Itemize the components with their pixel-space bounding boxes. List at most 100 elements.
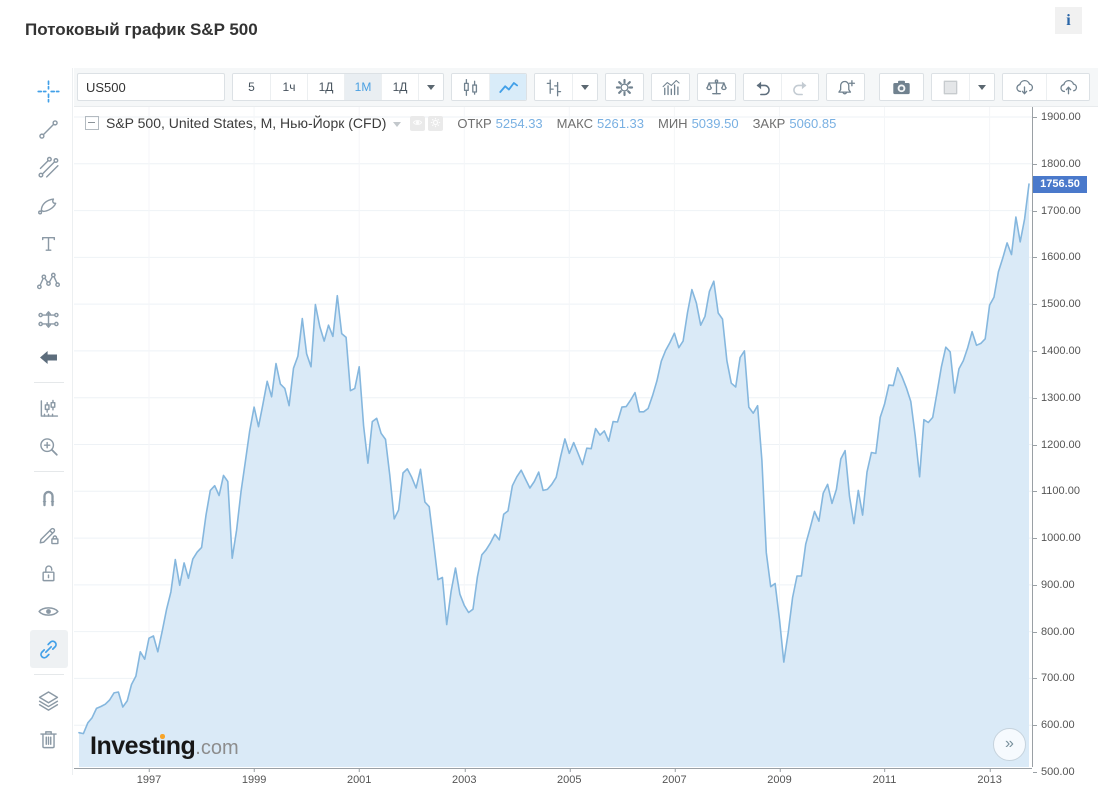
lock-all-tool-button[interactable]: [30, 554, 68, 592]
magnet-tool-button[interactable]: [30, 478, 68, 516]
interval-button-1ч[interactable]: 1ч: [270, 74, 307, 100]
price-axis-label: 1600.00: [1033, 251, 1081, 264]
sync-drawings-tool-button[interactable]: [29, 630, 68, 668]
toolbar-button-group: [743, 73, 819, 101]
ohlc-bars-icon: [542, 76, 565, 99]
ohlc-value: 5039.50: [691, 115, 739, 131]
gann-fibonacci-tool-button[interactable]: [30, 148, 68, 186]
caret-down-icon: [975, 80, 989, 94]
compare-button[interactable]: [698, 74, 735, 100]
caret-down-icon: [424, 80, 438, 94]
price-axis-label: 1400.00: [1033, 344, 1081, 357]
camera-button[interactable]: [880, 74, 923, 100]
text-tool-tool-button[interactable]: [30, 224, 68, 262]
redo-button[interactable]: [781, 74, 818, 100]
brush-tool-button[interactable]: [30, 186, 68, 224]
layout-icon: [939, 76, 962, 99]
hide-drawings-icon: [36, 599, 61, 624]
brush-icon: [36, 193, 61, 218]
ohlc-label: МАКС: [556, 115, 593, 131]
time-axis[interactable]: 1997 1999 2001 2003 2005 2007 2009 2011 2013: [74, 768, 1032, 793]
legend-visibility-button[interactable]: [410, 115, 426, 131]
object-tree-tool-button[interactable]: [30, 681, 68, 719]
undo-button[interactable]: [744, 74, 781, 100]
xabcd-pattern-tool-button[interactable]: [30, 262, 68, 300]
double-chevron-right-icon: »: [1005, 734, 1014, 752]
candlesticks-button[interactable]: [452, 74, 489, 100]
page-title: Потоковый график S&P 500: [25, 20, 258, 40]
eye-icon: [412, 116, 423, 131]
delete-all-icon: [36, 726, 61, 751]
gann-fibonacci-icon: [36, 155, 61, 180]
indicators-button[interactable]: [652, 74, 689, 100]
layout-button[interactable]: [932, 74, 969, 100]
price-axis-label: 500.00: [1033, 766, 1075, 778]
toolbar-button-group: [605, 73, 644, 101]
dropdown-caret-button[interactable]: [572, 74, 597, 100]
cloud-download-icon: [1013, 76, 1036, 99]
lock-all-icon: [36, 561, 61, 586]
symbol-input[interactable]: [77, 73, 225, 101]
crosshair-tool-button[interactable]: [30, 72, 68, 110]
chevron-down-icon[interactable]: [393, 121, 402, 127]
measure-icon: [36, 396, 61, 421]
ohlc-label: ОТКР: [457, 115, 492, 131]
hide-drawings-tool-button[interactable]: [30, 592, 68, 630]
time-axis-label: 2013: [977, 768, 1002, 786]
time-axis-label: 2011: [872, 768, 897, 786]
draw-lock-tool-button[interactable]: [30, 516, 68, 554]
settings-gear-button[interactable]: [606, 74, 643, 100]
ohlc-value: 5261.33: [597, 115, 644, 131]
sync-drawings-icon: [36, 637, 61, 662]
toolbar-button-group: [931, 73, 995, 101]
price-axis[interactable]: 1756.50 500.00 600.00 700.00 800.00 900.00 10…: [1032, 107, 1098, 778]
price-axis-label: 1900.00: [1033, 111, 1081, 123]
delete-all-tool-button[interactable]: [30, 719, 68, 757]
price-axis-label: 1300.00: [1033, 391, 1081, 404]
toolbar-button-group: [697, 73, 736, 101]
camera-icon: [890, 76, 913, 99]
legend-collapse-icon[interactable]: [85, 116, 99, 130]
toolbar-button-group: [451, 73, 527, 101]
info-icon: i: [1066, 11, 1071, 29]
text-tool-icon: [36, 231, 61, 256]
price-axis-label: 1000.00: [1033, 532, 1081, 545]
interval-button-1Д[interactable]: 1Д: [307, 74, 344, 100]
measure-tool-button[interactable]: [30, 389, 68, 427]
chart-pane[interactable]: S&P 500, United States, M, Нью-Йорк (CFD…: [74, 107, 1032, 767]
price-axis-label: 700.00: [1033, 672, 1075, 685]
collapse-arrow-tool-button[interactable]: [30, 338, 68, 376]
interval-button-5[interactable]: 5: [233, 74, 270, 100]
ohlc-label: ЗАКР: [752, 115, 786, 131]
settings-gear-icon: [613, 76, 636, 99]
zoom-in-tool-button[interactable]: [30, 427, 68, 465]
trend-line-tool-button[interactable]: [30, 110, 68, 148]
info-button[interactable]: i: [1055, 7, 1082, 34]
interval-button-1Д[interactable]: 1Д: [381, 74, 418, 100]
interval-button-1M[interactable]: 1M: [344, 74, 381, 100]
interval-button-group: 5 1ч 1Д 1M 1Д: [232, 73, 444, 101]
area-chart-button[interactable]: [489, 74, 526, 100]
candlesticks-icon: [459, 76, 482, 99]
alert-bell-button[interactable]: [827, 74, 864, 100]
legend-settings-button[interactable]: [428, 115, 444, 131]
legend-symbol-text[interactable]: S&P 500, United States, M, Нью-Йорк (CFD…: [106, 115, 387, 131]
cloud-upload-button[interactable]: [1046, 74, 1089, 100]
price-axis-label: 1700.00: [1033, 204, 1081, 217]
collapse-arrow-icon: [36, 345, 61, 370]
toolbar-button-group: [1002, 73, 1090, 101]
forecast-tool-tool-button[interactable]: [30, 300, 68, 338]
dropdown-caret-button[interactable]: [969, 74, 994, 100]
price-axis-label: 900.00: [1033, 578, 1075, 591]
magnet-icon: [36, 485, 61, 510]
ohlc-bars-button[interactable]: [535, 74, 572, 100]
cloud-download-button[interactable]: [1003, 74, 1046, 100]
area-chart-icon: [497, 76, 520, 99]
zoom-in-icon: [36, 434, 61, 459]
interval-dropdown-button[interactable]: [418, 74, 443, 100]
object-tree-icon: [36, 688, 61, 713]
scroll-to-realtime-button[interactable]: »: [993, 728, 1026, 761]
sidebar-divider: [33, 471, 64, 472]
